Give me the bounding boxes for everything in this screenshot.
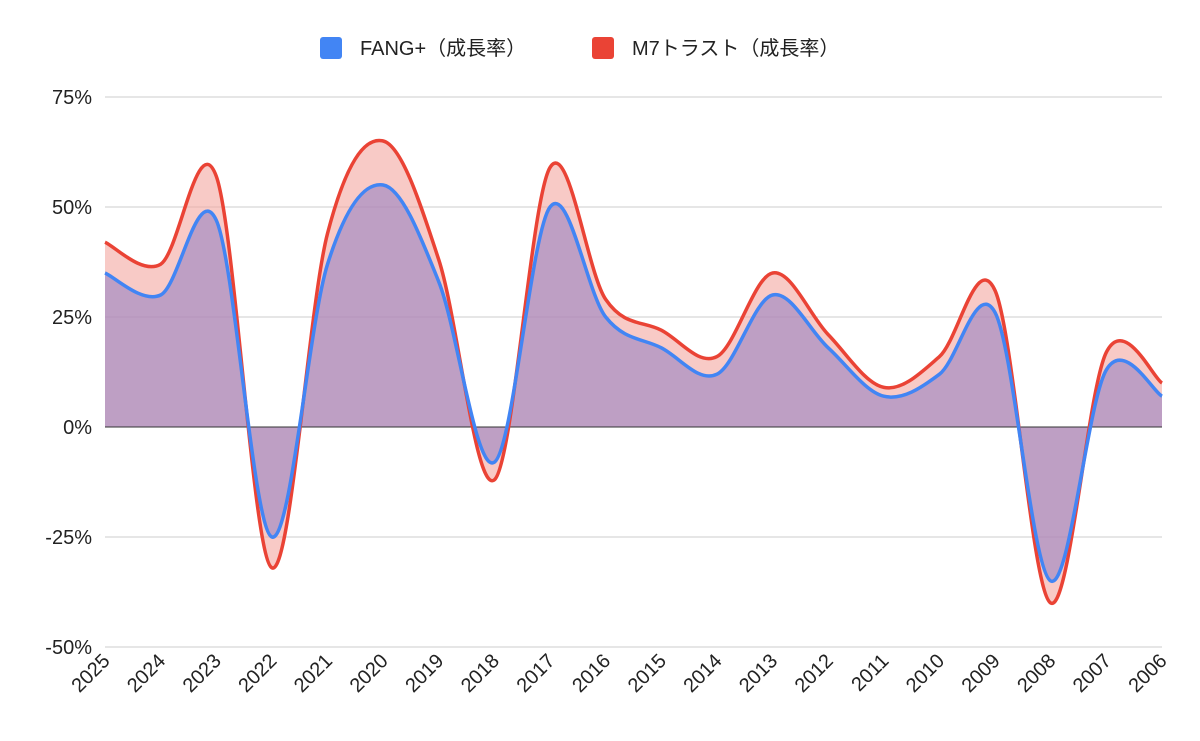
x-tick-label: 2019 [401,650,448,697]
legend-swatch [320,37,342,59]
x-tick-label: 2012 [791,650,838,697]
x-tick-label: 2015 [624,650,671,697]
x-tick-label: 2008 [1013,650,1060,697]
legend-label: M7トラスト（成長率） [632,37,839,60]
x-tick-label: 2007 [1069,650,1116,697]
x-tick-label: 2013 [735,650,782,697]
series-area [105,184,1162,582]
y-tick-label: 75% [52,87,92,109]
x-tick-label: 2024 [123,650,170,697]
series-areas [105,140,1162,604]
x-tick-label: 2006 [1125,650,1172,697]
legend-swatch [592,37,614,59]
y-axis-ticks: 75% 50% 25% 0% -25% -50% [45,87,92,659]
x-tick-label: 2016 [568,650,615,697]
x-tick-label: 2011 [847,650,893,696]
series-line [104,183,1164,583]
x-tick-label: 2023 [179,650,226,697]
y-tick-label: -50% [45,637,92,659]
series-lines [104,138,1164,605]
x-tick-label: 2014 [679,650,726,697]
y-tick-label: 50% [52,197,92,219]
y-tick-label: 25% [52,307,92,329]
x-tick-label: 2017 [513,650,560,697]
x-tick-label: 2021 [290,650,337,697]
legend: FANG+（成長率） M7トラスト（成長率） [320,37,839,60]
x-axis-ticks: 2025 2024 2023 2022 2021 2020 2019 2018 2017 2016… [68,650,1172,697]
x-tick-label: 2020 [346,650,393,697]
y-tick-label: -25% [45,527,92,549]
series-line [104,138,1164,605]
x-tick-label: 2018 [457,650,504,697]
x-tick-label: 2022 [234,650,281,697]
y-tick-label: 0% [63,417,92,439]
legend-label: FANG+（成長率） [360,37,526,60]
x-tick-label: 2010 [902,650,949,697]
x-tick-label: 2009 [958,650,1005,697]
